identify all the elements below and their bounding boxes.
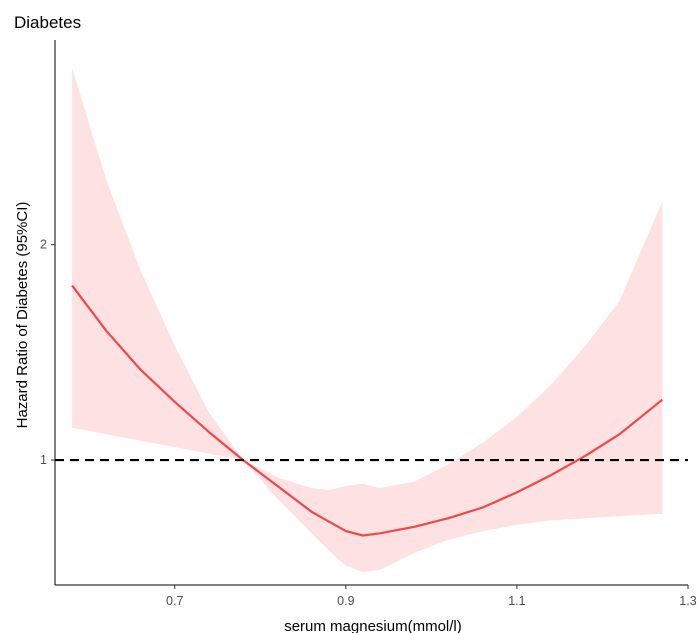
x-tick-label: 1.3 — [679, 594, 696, 608]
confidence-band-layer — [72, 68, 663, 573]
axes — [51, 40, 689, 589]
hazard-ratio-line — [71, 284, 663, 537]
x-tick-label: 1.1 — [508, 594, 525, 608]
chart-title: Diabetes — [14, 13, 81, 32]
y-tick-label: 1 — [40, 453, 47, 467]
y-tick-label: 2 — [40, 238, 47, 252]
hazard-ratio-line-layer — [71, 284, 663, 537]
confidence-band — [72, 68, 663, 573]
x-axis-title: serum magnesium(mmol/l) — [284, 618, 462, 633]
y-axis-title: Hazard Ratio of Diabetes (95%CI) — [14, 202, 31, 429]
tick-labels: 0.7 0.9 1.1 1.3 1 2 — [40, 238, 697, 608]
x-tick-label: 0.7 — [166, 594, 183, 608]
x-tick-label: 0.9 — [337, 594, 354, 608]
